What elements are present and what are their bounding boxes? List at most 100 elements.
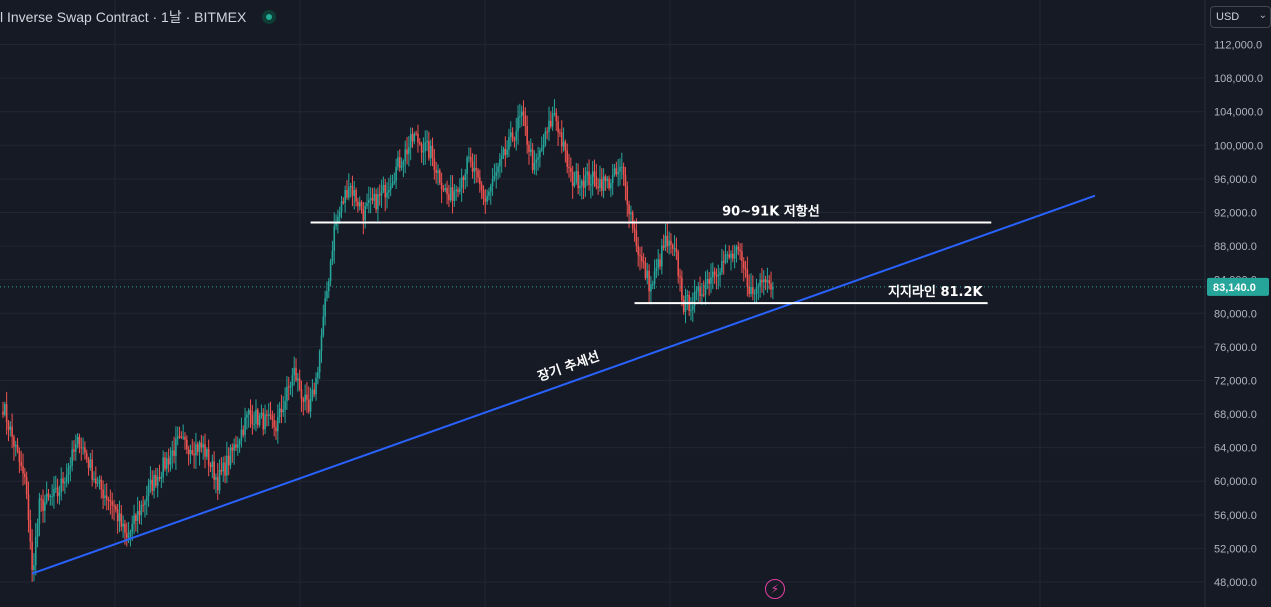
- candle-body: [215, 477, 217, 480]
- candle-body: [615, 168, 618, 175]
- candle-body: [555, 112, 558, 122]
- live-status-icon: [262, 10, 277, 24]
- candle-body: [710, 277, 712, 284]
- candle-body: [322, 316, 325, 336]
- candle-body: [440, 182, 443, 190]
- candle-body: [471, 161, 474, 172]
- candle-body: [635, 230, 638, 246]
- candle-body: [431, 145, 434, 159]
- candle-body: [200, 442, 203, 448]
- currency-select[interactable]: USD ⌄: [1210, 6, 1271, 28]
- candle-body: [11, 426, 13, 437]
- candle-body: [213, 461, 215, 480]
- candle-body: [644, 262, 647, 279]
- candle-body: [29, 519, 32, 542]
- candle-body: [346, 189, 348, 198]
- candle-body: [260, 412, 263, 416]
- candle-body: [768, 280, 771, 284]
- candle-body: [517, 117, 519, 132]
- candle-body: [38, 498, 41, 524]
- candle-body: [40, 498, 43, 500]
- candle-body: [715, 274, 718, 277]
- candle-body: [315, 377, 317, 395]
- candle-body: [486, 195, 488, 202]
- candle-body: [719, 272, 721, 275]
- candle-body: [677, 252, 680, 276]
- candle-body: [393, 181, 396, 184]
- candle-body: [770, 283, 772, 290]
- candle-body: [551, 113, 554, 127]
- candle-body: [353, 189, 356, 196]
- candle-body: [468, 156, 470, 158]
- candle-body: [344, 189, 346, 203]
- candle-body: [631, 212, 634, 229]
- candle-body: [18, 451, 21, 462]
- candle-body: [515, 131, 518, 141]
- candle-body: [282, 409, 285, 413]
- candle-body: [186, 439, 188, 450]
- candle-body: [582, 180, 585, 188]
- candle-body: [96, 482, 99, 484]
- symbol-title[interactable]: l Inverse Swap Contract · 1날 · BITMEX: [0, 9, 247, 25]
- currency-value: USD: [1216, 11, 1240, 23]
- candle-body: [175, 438, 177, 456]
- symbol-header: l Inverse Swap Contract · 1날 · BITMEX: [0, 7, 277, 27]
- y-tick-label: 60,000.0: [1214, 476, 1257, 488]
- y-tick-label: 72,000.0: [1214, 375, 1257, 387]
- candle-body: [744, 268, 747, 270]
- candle-body: [357, 201, 359, 207]
- candle-body: [641, 256, 643, 262]
- candle-body: [304, 394, 306, 402]
- candle-body: [262, 412, 265, 430]
- candle-body: [227, 455, 230, 466]
- candle-body: [378, 194, 381, 196]
- candle-body: [435, 169, 437, 173]
- candle-body: [251, 414, 254, 425]
- candle-body: [499, 159, 501, 167]
- candle-body: [173, 450, 175, 456]
- candle-body: [71, 449, 73, 466]
- y-tick-label: 96,000.0: [1214, 174, 1257, 186]
- candle-body: [180, 436, 183, 438]
- candle-body: [526, 126, 528, 145]
- candle-body: [327, 281, 330, 292]
- candle-body: [182, 436, 184, 438]
- candle-body: [249, 410, 252, 415]
- candle-body: [120, 513, 123, 527]
- candle-body: [477, 170, 479, 178]
- candle-body: [406, 149, 408, 155]
- candle-body: [362, 210, 365, 221]
- candle-body: [133, 515, 135, 524]
- candle-body: [762, 279, 765, 283]
- candle-body: [449, 187, 452, 201]
- candle-body: [646, 270, 649, 279]
- candle-body: [2, 411, 4, 415]
- candle-body: [753, 293, 756, 295]
- candle-body: [493, 175, 496, 179]
- candle-body: [544, 131, 547, 145]
- candle-body: [413, 133, 416, 142]
- candle-body: [451, 187, 454, 201]
- lightning-icon[interactable]: ⚡: [765, 579, 785, 599]
- candle-body: [659, 259, 661, 267]
- candle-body: [351, 185, 354, 196]
- candle-body: [409, 134, 412, 148]
- candle-body: [579, 185, 581, 189]
- candle-body: [69, 465, 72, 468]
- current-price-tag: [1207, 277, 1269, 296]
- candle-body: [519, 116, 521, 118]
- candle-body: [597, 186, 599, 189]
- candle-body: [550, 120, 552, 127]
- candle-body: [728, 254, 730, 258]
- candle-body: [16, 445, 19, 452]
- candle-body: [664, 235, 667, 248]
- candle-body: [726, 254, 729, 256]
- candle-body: [761, 279, 763, 283]
- candle-body: [730, 253, 732, 258]
- candle-body: [14, 445, 17, 447]
- y-tick-label: 52,000.0: [1214, 543, 1257, 555]
- candle-body: [273, 420, 275, 428]
- candle-body: [51, 496, 53, 498]
- candle-body: [269, 414, 272, 416]
